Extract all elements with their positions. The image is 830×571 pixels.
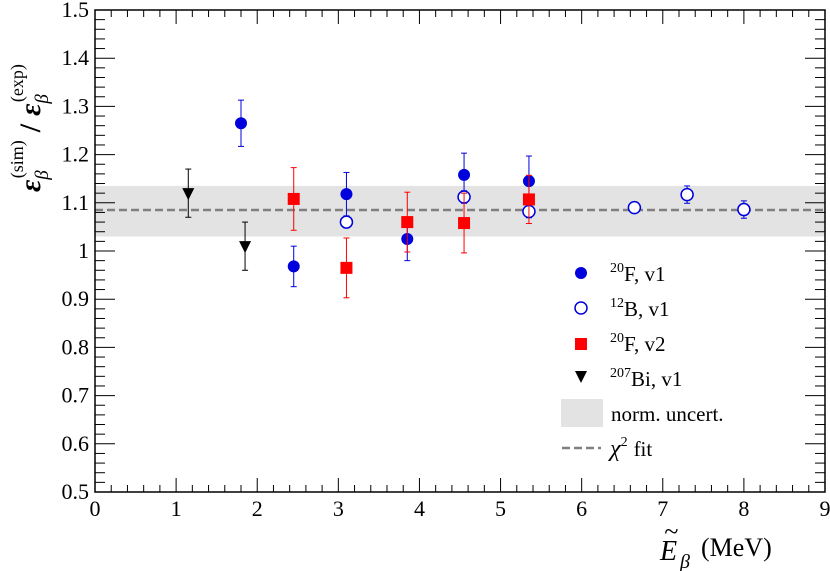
legend-label: norm. uncert. — [611, 402, 724, 426]
plot-frame — [94, 9, 826, 493]
data-point — [522, 193, 535, 206]
legend-label-sup: 20 — [610, 331, 624, 346]
svg-text:20F, v1: 20F, v1 — [610, 261, 666, 286]
legend-label-sup: 12 — [610, 296, 624, 311]
svg-text:20F, v2: 20F, v2 — [610, 331, 666, 356]
x-tick-label: 9 — [820, 496, 830, 521]
data-point — [458, 217, 471, 230]
y-label-denominator-sub: β — [32, 94, 53, 105]
y-tick-label: 0.7 — [62, 383, 90, 408]
y-tick-label: 1 — [78, 238, 89, 263]
svg-text:εβ(sim)/εβ(exp): εβ(sim)/εβ(exp) — [7, 64, 53, 192]
y-tick-label: 0.8 — [62, 334, 90, 359]
y-label-separator: / — [14, 123, 47, 133]
x-tick-label: 8 — [738, 496, 749, 521]
legend-marker-filled-circle — [575, 267, 587, 279]
legend-label: Bi, v1 — [631, 367, 682, 391]
y-tick-label: 1.3 — [62, 93, 90, 118]
y-axis-label: εβ(sim)/εβ(exp) — [7, 64, 53, 192]
x-tick-label: 3 — [333, 496, 344, 521]
y-label-denominator: ε — [14, 103, 47, 116]
svg-text:207Bi, v1: 207Bi, v1 — [610, 366, 682, 391]
legend-marker-filled-square — [575, 338, 587, 350]
data-point — [235, 117, 247, 130]
x-tick-label: 6 — [576, 496, 587, 521]
legend-entry-12b-v1: 12B, v1 — [574, 296, 670, 321]
y-label-numerator-sup: (sim) — [7, 140, 28, 178]
legend-entry-20f-v1: 20F, v1 — [575, 261, 666, 286]
legend-label-sup: 2 — [621, 435, 628, 450]
legend-entry-norm-uncert: norm. uncert. — [561, 399, 724, 427]
y-tick-label: 0.9 — [62, 286, 90, 311]
y-label-numerator: ε — [14, 179, 47, 192]
y-tick-label: 1.1 — [62, 190, 90, 215]
data-point — [627, 200, 642, 215]
tick-labels-layer: 0 1 2 3 4 5 6 7 8 90.50.60.70.80.911.11.21.31.41.… — [62, 0, 830, 521]
y-label-denominator-sup: (exp) — [7, 64, 28, 102]
legend-label: B, v1 — [624, 297, 670, 321]
data-point — [287, 260, 300, 273]
legend-entry-20f-v2: 20F, v2 — [575, 331, 666, 356]
data-point — [458, 168, 471, 181]
x-axis-label-subscript: β — [679, 551, 690, 571]
legend-label-sup: 20 — [610, 261, 624, 276]
legend-label-sup: 207 — [610, 366, 631, 381]
legend-entry-207bi-v1: 207Bi, v1 — [575, 366, 682, 391]
data-point — [239, 241, 252, 254]
x-tick-label: 1 — [171, 496, 182, 521]
legend-entry-chi2-fit: χ2 fit — [562, 435, 652, 462]
data-point — [401, 216, 414, 229]
y-tick-label: 1.5 — [62, 0, 90, 22]
x-tick-label: 4 — [414, 496, 425, 521]
legend-label: F, v2 — [624, 332, 666, 356]
data-point — [680, 187, 694, 202]
x-tick-label: 0 — [90, 496, 101, 521]
x-axis-label-accent: ~ — [664, 517, 678, 546]
legend-marker-band — [561, 399, 603, 427]
data-points-layer — [182, 99, 751, 299]
data-point — [287, 192, 300, 205]
x-axis-label: ~ E β (MeV) — [659, 517, 772, 571]
x-tick-label: 5 — [495, 496, 506, 521]
legend-marker-open-circle — [574, 301, 588, 315]
x-tick-label: 2 — [252, 496, 263, 521]
y-tick-label: 0.5 — [62, 479, 90, 504]
legend-label: fit — [634, 437, 653, 461]
y-tick-label: 1.2 — [62, 142, 90, 167]
y-label-numerator-sub: β — [32, 170, 53, 181]
legend: 20F, v1 12B, v1 20F, v2 207Bi, v1 norm. … — [561, 261, 724, 462]
legend-label-prefix: χ — [608, 436, 622, 462]
y-tick-label: 1.4 — [62, 45, 90, 70]
data-point — [339, 215, 354, 229]
x-axis-label-unit: (MeV) — [701, 533, 772, 562]
y-tick-label: 0.6 — [62, 431, 90, 456]
svg-text:12B, v1: 12B, v1 — [610, 296, 670, 321]
data-point — [340, 188, 353, 201]
data-point — [737, 202, 751, 217]
legend-label: F, v1 — [624, 262, 666, 286]
legend-marker-filled-triangle-down — [575, 371, 587, 383]
data-point — [340, 261, 353, 274]
x-axis-label-symbol: E — [659, 536, 677, 567]
x-tick-label: 7 — [657, 496, 668, 521]
data-point — [182, 188, 195, 201]
